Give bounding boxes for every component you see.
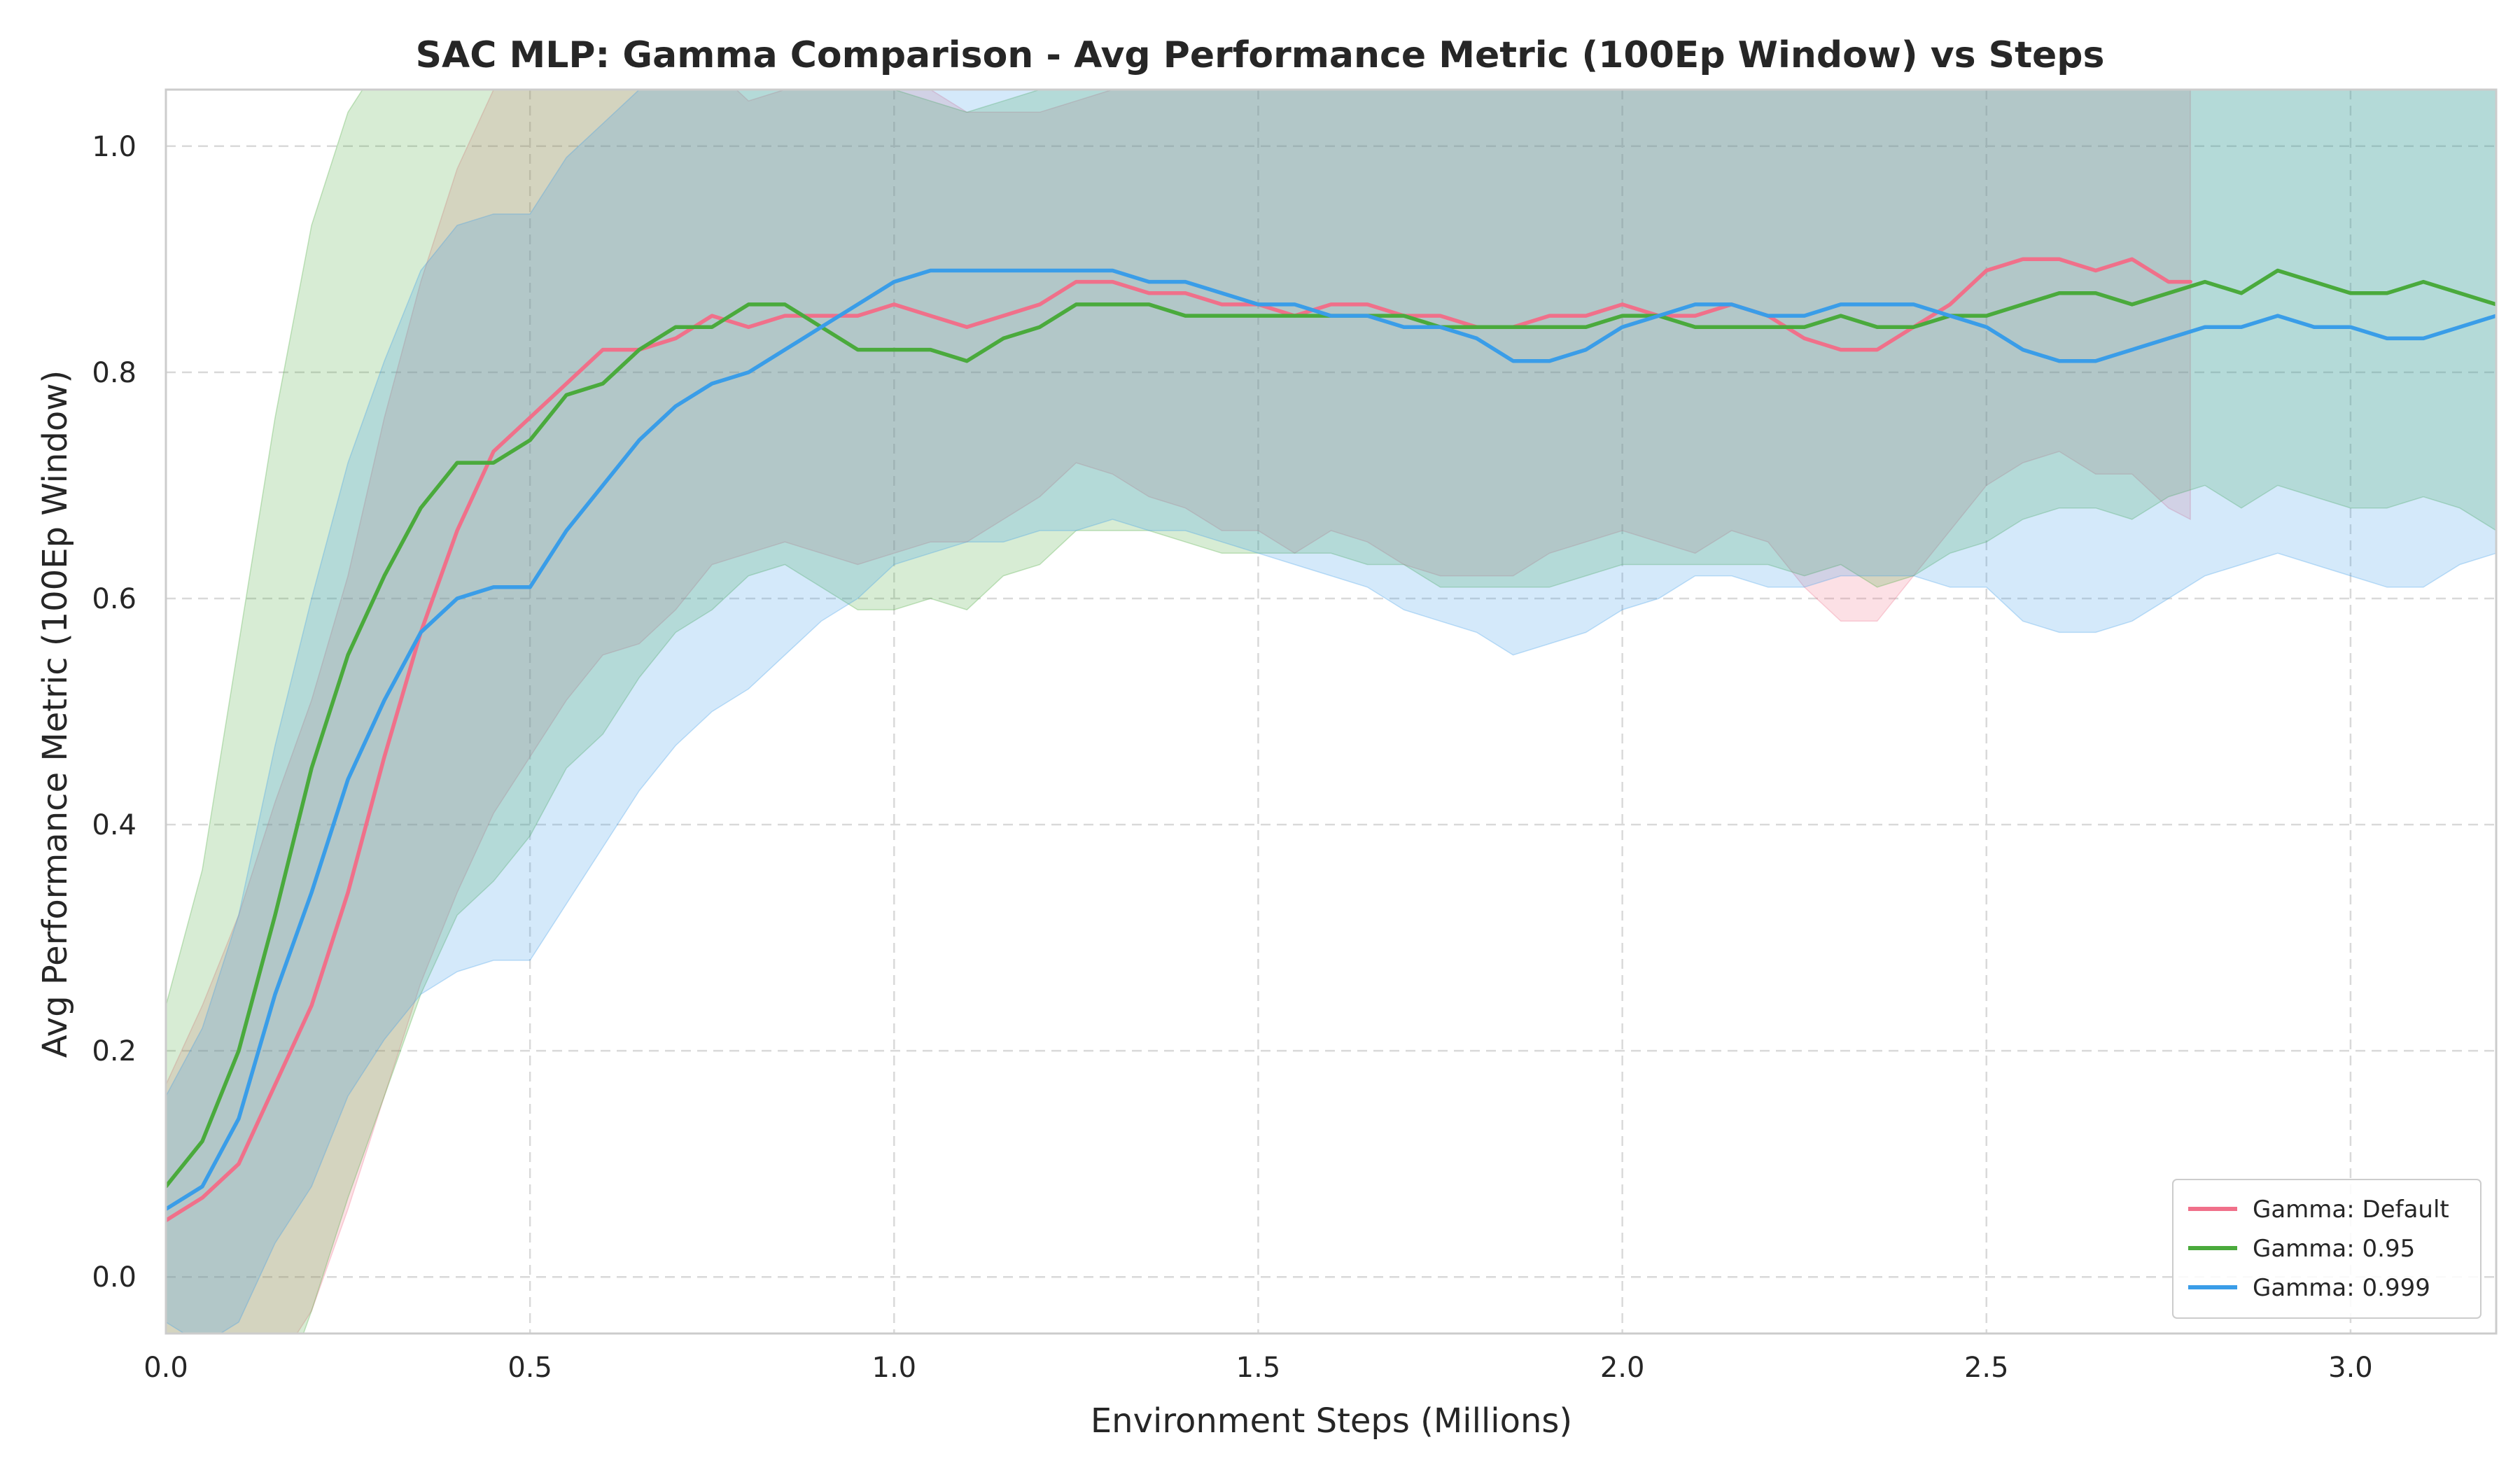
y-tick-label: 0.0 bbox=[92, 1261, 136, 1294]
series-lines bbox=[166, 257, 2496, 1223]
y-tick-label: 1.0 bbox=[92, 131, 136, 163]
x-axis-label: Environment Steps (Millions) bbox=[1091, 1401, 1572, 1441]
plot-frame bbox=[164, 88, 2498, 1335]
legend-label: Gamma: 0.95 bbox=[2253, 1235, 2415, 1263]
legend-entry-gamma-0-999: Gamma: 0.999 bbox=[2188, 1274, 2430, 1302]
x-tick-label: 0.0 bbox=[144, 1352, 188, 1384]
chart-title: SAC MLP: Gamma Comparison - Avg Performa… bbox=[416, 34, 2105, 76]
x-tick-label: 3.0 bbox=[2328, 1352, 2373, 1384]
std-bands bbox=[166, 90, 2496, 1334]
tick-labels: 0.0 0.5 1.0 1.5 2.0 2.5 3.0 0.0 0.2 0.4 0.6 0.8 1.0 bbox=[92, 131, 2372, 1384]
legend-box bbox=[2172, 1179, 2482, 1319]
x-tick-label: 0.5 bbox=[507, 1352, 552, 1384]
legend: Gamma: Default Gamma: 0.95 Gamma: 0.999 bbox=[2172, 1179, 2482, 1319]
std-band-gamma-0-999 bbox=[166, 90, 2496, 1334]
series-line-gamma-default bbox=[166, 257, 2192, 1223]
legend-label: Gamma: 0.999 bbox=[2253, 1274, 2430, 1302]
series-line-gamma-0-999 bbox=[166, 268, 2496, 1212]
y-tick-label: 0.2 bbox=[92, 1035, 136, 1068]
x-tick-label: 1.0 bbox=[872, 1352, 917, 1384]
std-band-gamma-default bbox=[166, 90, 2191, 1334]
y-tick-label: 0.8 bbox=[92, 357, 136, 389]
y-tick-label: 0.6 bbox=[92, 583, 136, 615]
std-band-gamma-0-95 bbox=[166, 90, 2496, 1334]
x-tick-label: 2.5 bbox=[1964, 1352, 2009, 1384]
x-tick-label: 1.5 bbox=[1236, 1352, 1281, 1384]
x-tick-label: 2.0 bbox=[1600, 1352, 1645, 1384]
y-axis-label: Avg Performance Metric (100Ep Window) bbox=[36, 370, 75, 1058]
y-tick-label: 0.4 bbox=[92, 809, 136, 841]
legend-label: Gamma: Default bbox=[2253, 1196, 2449, 1224]
legend-entry-gamma-0-95: Gamma: 0.95 bbox=[2188, 1235, 2415, 1263]
legend-entry-gamma-default: Gamma: Default bbox=[2188, 1196, 2449, 1224]
